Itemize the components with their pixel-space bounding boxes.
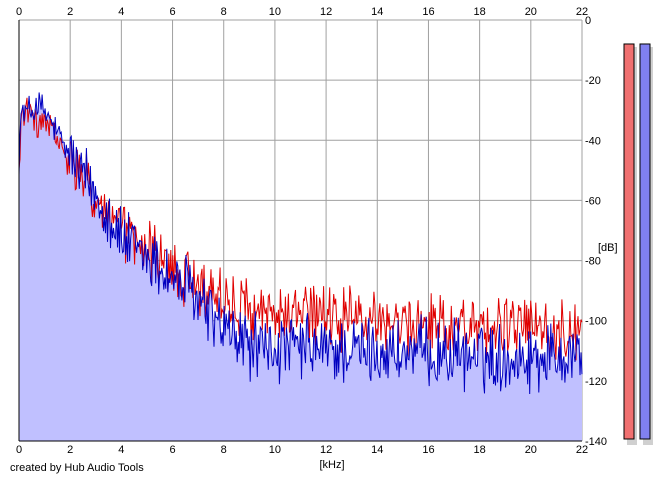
- y-tick-label: -120: [585, 376, 607, 388]
- y-tick-label: -140: [585, 436, 607, 448]
- level-meter-bar: [623, 43, 635, 440]
- x-tick-label-bottom: 16: [422, 444, 434, 456]
- x-tick-label-bottom: 6: [169, 444, 175, 456]
- spectrum-area: [19, 92, 582, 441]
- x-tick-label-bottom: 0: [16, 444, 22, 456]
- y-tick-label: -80: [585, 256, 601, 268]
- x-tick-label-bottom: 14: [371, 444, 383, 456]
- x-tick-label-top: 8: [221, 6, 227, 18]
- x-tick-label-top: 18: [474, 6, 486, 18]
- level-meter-bar: [639, 43, 651, 440]
- y-axis-label: [dB]: [598, 242, 618, 254]
- x-tick-label-top: 2: [67, 6, 73, 18]
- y-tick-label: -60: [585, 195, 601, 207]
- y-tick-label: -40: [585, 135, 601, 147]
- x-tick-label-bottom: 18: [474, 444, 486, 456]
- y-tick-label: 0: [585, 15, 591, 27]
- x-tick-label-bottom: 8: [221, 444, 227, 456]
- x-tick-label-top: 22: [576, 6, 588, 18]
- series-line-red: [18, 97, 583, 361]
- x-tick-label-bottom: 20: [525, 444, 537, 456]
- spectrum-fill: [19, 92, 582, 441]
- plot-frame: [18, 20, 582, 442]
- x-tick-label-bottom: 10: [269, 444, 281, 456]
- series-line-blue: [18, 92, 583, 395]
- x-tick-label-top: 10: [269, 6, 281, 18]
- x-ticks-top: 0 2 4 6 8 10 12 14 16 18 20 22: [16, 6, 588, 18]
- x-tick-label-bottom: 4: [118, 444, 124, 456]
- x-tick-label-top: 20: [525, 6, 537, 18]
- x-ticks-bottom: 0 2 4 6 8 10 12 14 16 18 20 22: [16, 444, 588, 456]
- credit-text: created by Hub Audio Tools: [10, 462, 144, 474]
- x-tick-label-bottom: 22: [576, 444, 588, 456]
- y-tick-label: -100: [585, 316, 607, 328]
- series-lines: [18, 92, 583, 395]
- x-tick-label-top: 4: [118, 6, 124, 18]
- x-tick-label-top: 16: [422, 6, 434, 18]
- x-tick-label-bottom: 2: [67, 444, 73, 456]
- x-tick-label-top: 14: [371, 6, 383, 18]
- x-tick-label-bottom: 12: [320, 444, 332, 456]
- y-ticks: 0 -20 -40 -60 -80 -100 -120 -140: [585, 15, 607, 448]
- level-meters: [623, 43, 653, 446]
- x-tick-label-top: 0: [16, 6, 22, 18]
- y-tick-label: -20: [585, 75, 601, 87]
- x-tick-label-top: 6: [169, 6, 175, 18]
- x-axis-label: [kHz]: [319, 459, 344, 471]
- x-tick-label-top: 12: [320, 6, 332, 18]
